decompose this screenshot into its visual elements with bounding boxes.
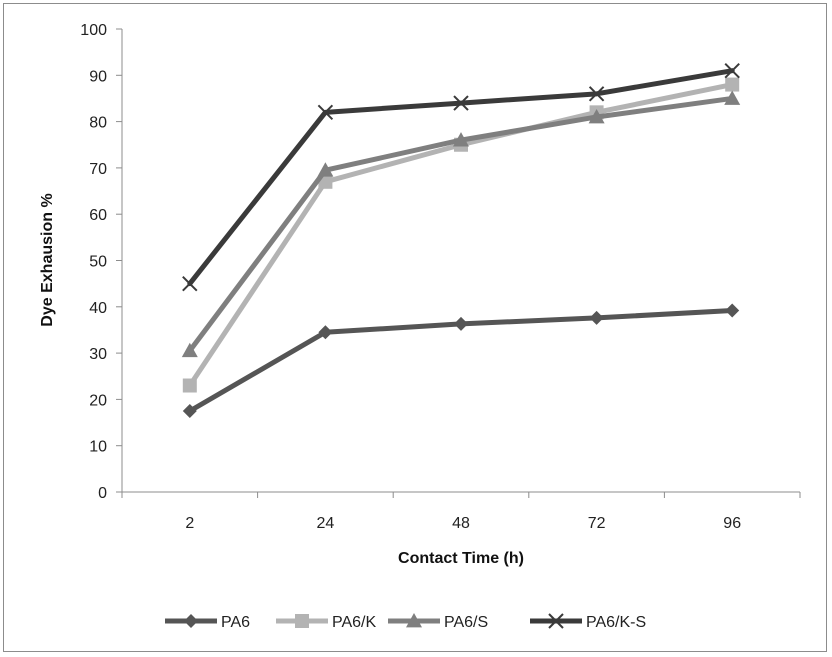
data-point	[589, 310, 604, 325]
data-point	[182, 378, 197, 393]
legend-item: PA6/K	[276, 614, 377, 631]
legend-item: PA6/K-S	[530, 613, 646, 631]
x-tick-label: 48	[452, 515, 470, 532]
y-tick-label: 10	[89, 439, 107, 456]
series-pa6-s	[181, 90, 741, 358]
legend-label: PA6/K-S	[586, 614, 646, 631]
series-line	[187, 82, 735, 389]
legend-item: PA6	[165, 614, 250, 631]
data-point	[184, 614, 198, 628]
data-point	[406, 613, 422, 628]
x-axis-title: Contact Time (h)	[398, 550, 524, 567]
data-point	[181, 342, 198, 358]
series-group	[181, 62, 741, 418]
y-tick-label: 50	[89, 254, 107, 271]
y-tick-label: 30	[89, 346, 107, 363]
data-point	[182, 403, 197, 418]
x-tick-label: 96	[723, 515, 741, 532]
series-pa6	[182, 303, 740, 418]
data-point	[588, 108, 605, 124]
data-point-stroke	[317, 104, 334, 121]
data-point	[453, 95, 469, 111]
data-point-stroke	[588, 86, 605, 102]
x-tick-label: 24	[317, 515, 335, 532]
y-tick-label: 90	[89, 68, 107, 85]
axes: 0 10 20 30 40 50 60 70 80 90 100 2 24 48 72 96	[80, 22, 801, 532]
data-point	[317, 162, 334, 177]
data-point	[318, 325, 333, 340]
y-tick-label: 80	[89, 115, 107, 132]
y-tick-label: 70	[89, 161, 107, 178]
y-tick-label: 40	[89, 300, 107, 317]
legend-item: PA6/S	[388, 613, 488, 631]
y-tick-label: 100	[80, 22, 107, 39]
data-point	[588, 86, 605, 102]
legend-label: PA6	[221, 614, 250, 631]
data-point	[725, 77, 740, 92]
data-point	[725, 303, 740, 318]
data-point-stroke	[548, 613, 564, 629]
y-axis-title: Dye Exhausion %	[39, 193, 56, 326]
data-point	[182, 275, 198, 292]
y-tick-label: 0	[98, 485, 107, 502]
legend-label: PA6/S	[444, 614, 488, 631]
y-tick-label: 60	[89, 207, 107, 224]
data-point	[724, 90, 741, 105]
series-pa6-k-s	[182, 62, 740, 292]
data-point-stroke	[453, 95, 469, 111]
data-point	[454, 316, 468, 331]
x-tick-label: 72	[588, 515, 606, 532]
data-point	[453, 132, 469, 147]
data-point	[295, 614, 309, 628]
x-tick-label: 2	[185, 515, 194, 532]
data-point	[548, 613, 564, 629]
y-tick-label: 20	[89, 392, 107, 409]
legend: PA6 PA6/K PA6/S PA6/K-S	[165, 613, 646, 631]
data-point	[317, 104, 334, 121]
data-point	[724, 62, 740, 79]
data-point-stroke	[724, 62, 740, 79]
series-pa6-k	[182, 77, 740, 393]
legend-label: PA6/K	[332, 614, 377, 631]
data-point-stroke	[182, 275, 198, 292]
